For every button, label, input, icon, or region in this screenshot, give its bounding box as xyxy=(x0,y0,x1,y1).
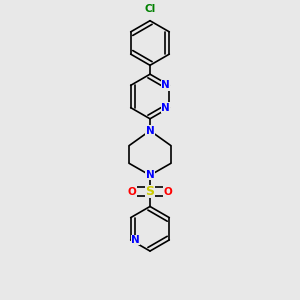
Text: N: N xyxy=(131,235,140,245)
Text: O: O xyxy=(164,187,172,196)
Text: N: N xyxy=(161,80,170,90)
Text: N: N xyxy=(146,126,154,136)
Text: O: O xyxy=(128,187,136,196)
Text: N: N xyxy=(146,170,154,180)
Text: N: N xyxy=(161,103,170,112)
Text: Cl: Cl xyxy=(144,4,156,14)
Text: S: S xyxy=(146,185,154,198)
